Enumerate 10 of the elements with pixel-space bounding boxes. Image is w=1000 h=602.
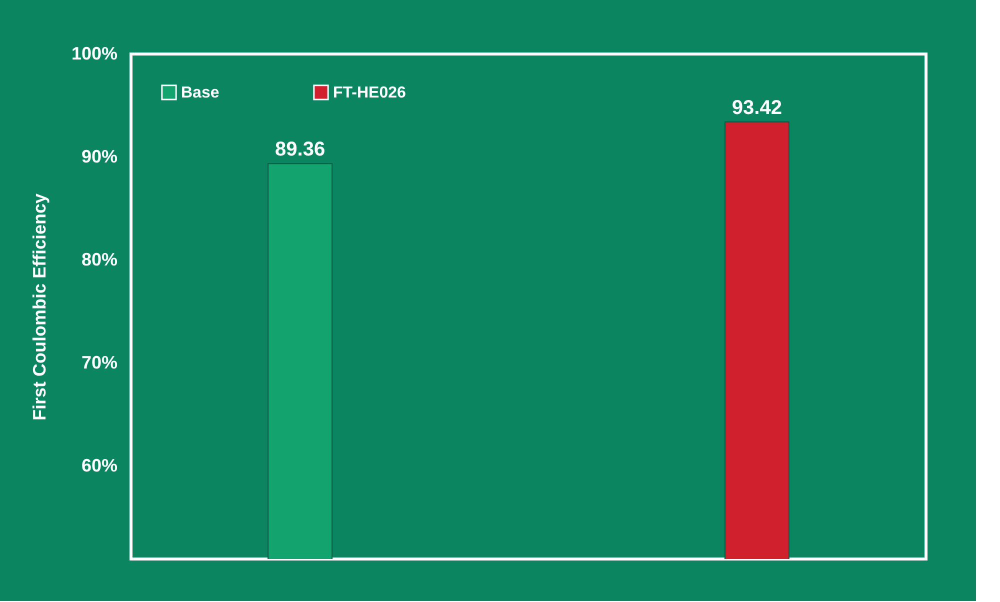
y-tick-label: 60% (81, 456, 118, 476)
y-tick-label: 70% (81, 352, 118, 373)
legend-label: FT-HE026 (333, 84, 406, 102)
y-tick-label: 80% (81, 250, 118, 270)
legend-label: Base (181, 84, 220, 102)
y-tick-label: 90% (81, 146, 118, 167)
data-label: 93.42 (732, 96, 782, 119)
y-axis-title: First Coulombic Efficiency (29, 193, 50, 421)
data-label: 89.36 (275, 138, 326, 161)
y-tick-label: 100% (71, 44, 118, 64)
